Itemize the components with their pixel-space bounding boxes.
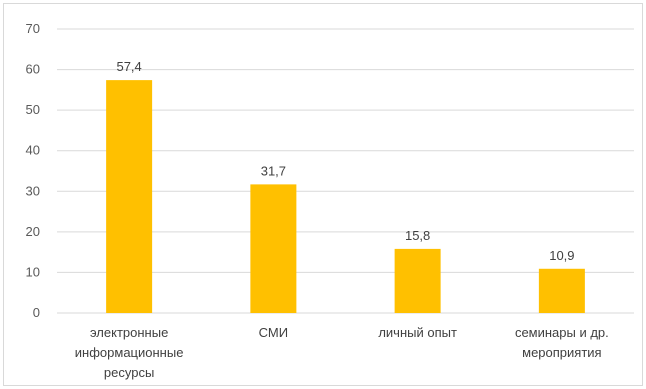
y-tick-label: 70: [26, 21, 40, 36]
bar: [106, 80, 153, 314]
x-category-label-line: информационные: [75, 345, 184, 360]
data-label: 15,8: [405, 228, 430, 243]
x-category-label: СМИ: [259, 325, 288, 340]
x-category-label-line: семинары и др.: [515, 325, 609, 340]
x-category-label: личный опыт: [378, 325, 457, 340]
data-label: 10,9: [549, 248, 574, 263]
x-category-label: семинары и др. мероприятия: [515, 325, 609, 360]
x-category-label: электронные информационные ресурсы: [75, 325, 184, 380]
x-category-label-line: ресурсы: [104, 365, 154, 380]
y-tick-label: 10: [26, 264, 40, 279]
y-tick-label: 50: [26, 102, 40, 117]
data-label: 57,4: [116, 59, 141, 74]
x-category-label-line: личный опыт: [378, 325, 457, 340]
x-category-label-line: СМИ: [259, 325, 288, 340]
y-tick-label: 40: [26, 143, 40, 158]
y-tick-label: 0: [33, 305, 40, 320]
y-tick-label: 30: [26, 183, 40, 198]
y-tick-label: 20: [26, 224, 40, 239]
bar: [250, 184, 297, 313]
x-category-label-line: электронные: [90, 325, 168, 340]
y-tick-label: 60: [26, 62, 40, 77]
x-category-label-line: мероприятия: [522, 345, 601, 360]
bar: [538, 268, 585, 313]
data-label: 31,7: [261, 163, 286, 178]
bar: [394, 248, 441, 313]
